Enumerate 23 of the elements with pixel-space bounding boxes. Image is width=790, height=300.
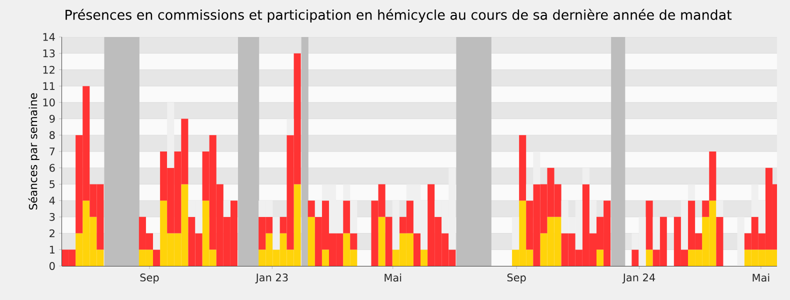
x-tick-label: Mai xyxy=(384,274,402,282)
y-tick-label: 3 xyxy=(50,212,55,221)
x-tick-label: Sep xyxy=(140,274,159,284)
x-tick-label: Sep xyxy=(507,274,526,284)
y-tick-label: 9 xyxy=(49,114,55,123)
y-tick-label: 14 xyxy=(43,33,55,41)
x-tick-label: Jan 24 xyxy=(622,274,656,284)
y-tick-label: 0 xyxy=(50,262,55,270)
y-tick-label: 12 xyxy=(43,66,54,74)
x-tick-label: Mai xyxy=(752,274,770,282)
chart-title: Présences en commissions et participation en hémicycle au cours de sa dernière année de mandat xyxy=(66,8,732,22)
y-tick-label: 13 xyxy=(43,49,55,58)
y-tick-label: 2 xyxy=(50,229,54,238)
x-tick-label: Jan 23 xyxy=(255,274,288,284)
y-tick-label: 7 xyxy=(50,148,55,156)
y-tick-label: 11 xyxy=(43,82,55,90)
y-tick-label: 10 xyxy=(43,98,55,106)
y-axis-title: Séances par semaine xyxy=(28,93,40,210)
y-tick-label: 1 xyxy=(50,246,55,254)
y-tick-label: 4 xyxy=(49,196,55,204)
y-tick-label: 5 xyxy=(50,180,55,188)
y-tick-label: 6 xyxy=(50,164,55,172)
y-tick-label: 8 xyxy=(50,131,55,140)
